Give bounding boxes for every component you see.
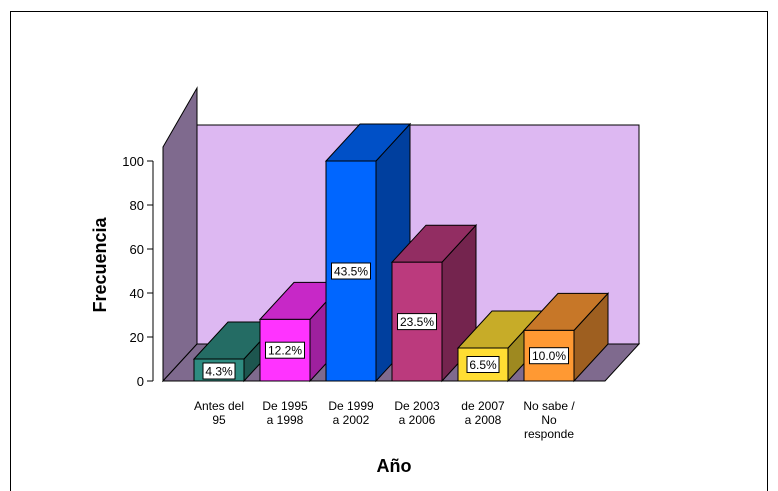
data-label-box xyxy=(397,313,437,331)
x-tick-label: De 2003 a 2006 xyxy=(394,399,440,427)
bar-6: 10.0% xyxy=(522,292,610,383)
data-label-box xyxy=(265,341,305,359)
data-label: 23.5% xyxy=(400,315,434,329)
data-label: 12.2% xyxy=(268,344,302,358)
y-axis-title: Frecuencia xyxy=(90,216,110,312)
data-label: 6.5% xyxy=(469,358,497,372)
data-label-box xyxy=(466,356,500,373)
y-tick-label: 80 xyxy=(130,198,144,213)
data-label-box xyxy=(529,347,569,365)
y-tick-label: 40 xyxy=(130,286,144,301)
data-label: 10.0% xyxy=(532,349,566,363)
x-tick-label: De 1995 a 1998 xyxy=(262,399,308,427)
x-tick-label: de 2007 a 2008 xyxy=(461,399,505,427)
y-tick-label: 100 xyxy=(122,154,144,169)
y-tick-label: 20 xyxy=(130,330,144,345)
x-tick-label: De 1999 a 2002 xyxy=(328,399,374,427)
side-wall xyxy=(162,86,198,383)
x-tick-label: Antes del 95 xyxy=(194,399,244,427)
y-tick-label: 60 xyxy=(130,242,144,257)
y-tick-label: 0 xyxy=(137,374,144,389)
data-label: 43.5% xyxy=(334,265,368,279)
data-label: 4.3% xyxy=(205,365,233,379)
x-tick-label: No sabe / No responde xyxy=(523,399,575,441)
chart-frame xyxy=(10,11,768,491)
x-axis-title: Año xyxy=(377,456,412,476)
data-label-box xyxy=(331,262,371,280)
data-label-box xyxy=(202,362,236,380)
bar-4: 23.5% xyxy=(390,223,478,383)
